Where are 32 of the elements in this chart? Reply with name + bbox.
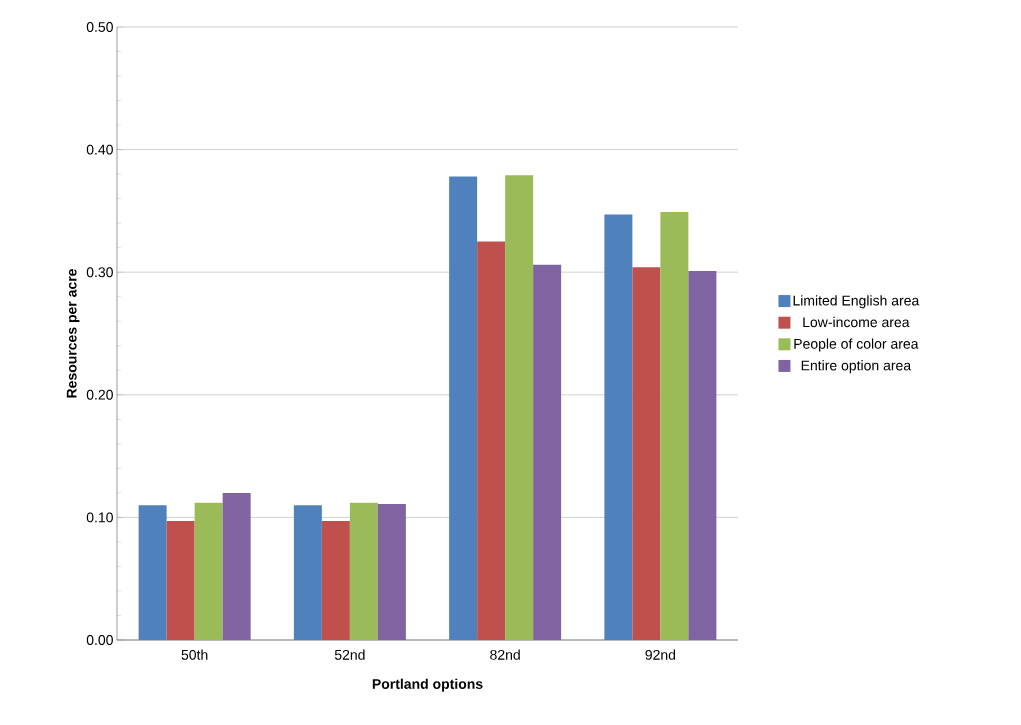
legend-label: Entire option area <box>801 360 912 374</box>
legend-label: Limited English area <box>793 295 920 309</box>
bar <box>533 264 562 640</box>
bar <box>293 505 322 640</box>
bar <box>660 212 689 640</box>
bar <box>349 502 378 640</box>
bar <box>449 176 478 640</box>
y-axis-title: Resources per acre <box>66 269 80 398</box>
bar <box>604 214 633 640</box>
y-tick-label: 0.50 <box>86 22 113 32</box>
x-tick-label: 50th <box>181 649 208 660</box>
bar <box>632 267 661 640</box>
bar <box>194 502 223 640</box>
bar <box>222 492 251 640</box>
y-tick-label: 0.30 <box>86 267 113 278</box>
bar <box>505 175 534 640</box>
bar <box>166 521 195 640</box>
bar <box>688 270 717 640</box>
x-tick-label: 52nd <box>334 649 365 660</box>
x-tick-label: 82nd <box>490 649 520 660</box>
legend-label: Low-income area <box>803 316 910 328</box>
x-axis-title: Portland options <box>372 678 483 692</box>
bar <box>377 503 406 640</box>
x-tick-label: 92nd <box>645 649 676 660</box>
bar <box>321 521 350 640</box>
bar <box>477 241 506 640</box>
legend-label: People of color area <box>794 338 919 352</box>
y-tick-label: 0.20 <box>86 389 113 400</box>
y-tick-label: 0.10 <box>86 512 113 523</box>
y-tick-label: 0.00 <box>86 635 113 645</box>
y-tick-label: 0.40 <box>86 144 113 155</box>
bar <box>138 505 167 640</box>
